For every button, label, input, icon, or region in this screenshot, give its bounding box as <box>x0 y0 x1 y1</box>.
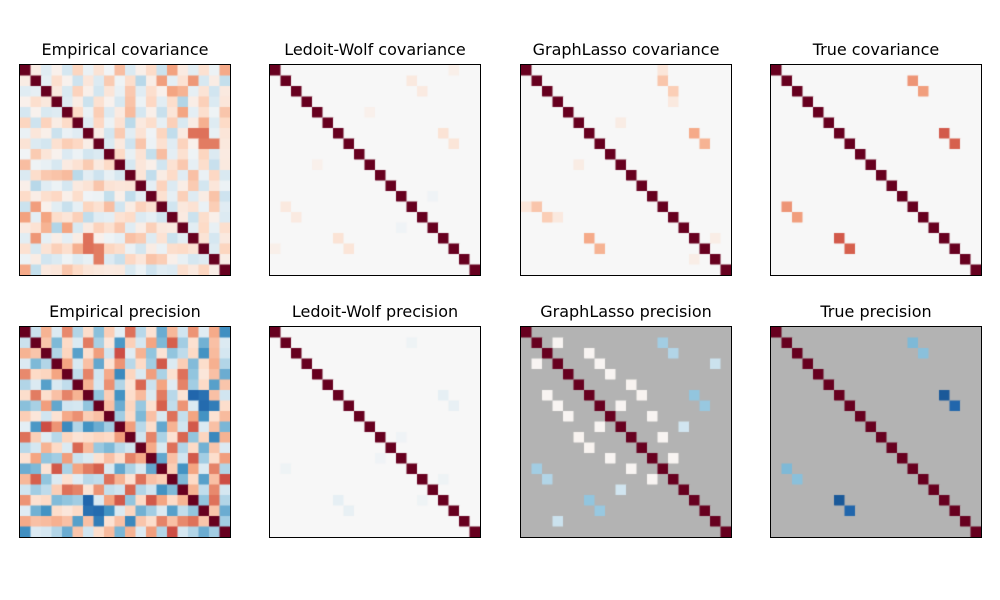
subplot-title: GraphLasso covariance <box>532 40 720 59</box>
heatmap-empirical-precision <box>19 326 231 538</box>
heatmap-true-covariance <box>770 64 982 276</box>
subplot-title: True covariance <box>812 40 940 59</box>
heatmap-graphlasso-precision <box>520 326 732 538</box>
subplot-title: Ledoit-Wolf covariance <box>284 40 466 59</box>
subplot-empirical-precision: Empirical precision <box>19 300 231 538</box>
subplot-true-covariance: True covariance <box>770 38 982 276</box>
subplot-title: Empirical covariance <box>41 40 209 59</box>
heatmap-graphlasso-covariance <box>520 64 732 276</box>
subplot-ledoit-wolf-covariance: Ledoit-Wolf covariance <box>269 38 481 276</box>
subplot-title: True precision <box>820 302 932 321</box>
subplot-ledoit-wolf-precision: Ledoit-Wolf precision <box>269 300 481 538</box>
heatmap-true-precision <box>770 326 982 538</box>
subplot-title: Empirical precision <box>49 302 201 321</box>
heatmap-ledoit-wolf-precision <box>269 326 481 538</box>
subplot-title: Ledoit-Wolf precision <box>291 302 459 321</box>
subplot-graphlasso-covariance: GraphLasso covariance <box>520 38 732 276</box>
subplot-title: GraphLasso precision <box>540 302 712 321</box>
subplot-true-precision: True precision <box>770 300 982 538</box>
heatmap-ledoit-wolf-covariance <box>269 64 481 276</box>
subplot-graphlasso-precision: GraphLasso precision <box>520 300 732 538</box>
heatmap-empirical-covariance <box>19 64 231 276</box>
subplot-empirical-covariance: Empirical covariance <box>19 38 231 276</box>
